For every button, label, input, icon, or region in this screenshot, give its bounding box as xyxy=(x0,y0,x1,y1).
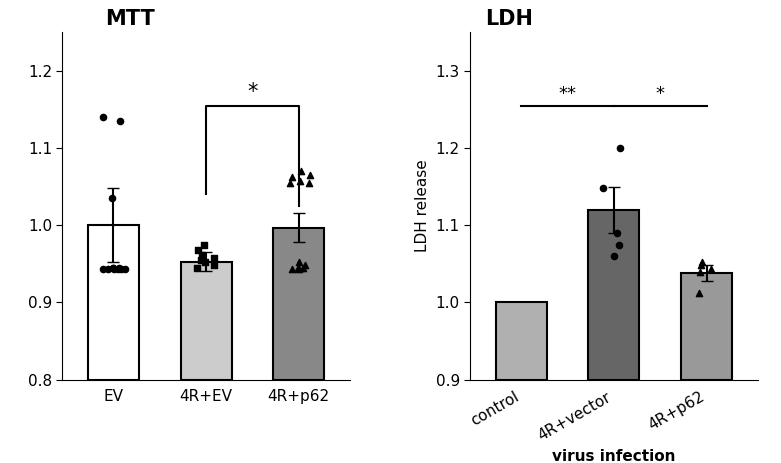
Point xyxy=(112,265,124,272)
Bar xyxy=(588,210,640,380)
Point xyxy=(198,241,210,248)
Point xyxy=(597,185,609,192)
Point xyxy=(97,113,109,121)
Point xyxy=(105,194,118,202)
Point xyxy=(119,265,131,272)
Point xyxy=(112,264,125,271)
Point xyxy=(208,254,220,262)
Point xyxy=(694,268,707,275)
Point xyxy=(102,265,114,272)
Point xyxy=(192,246,205,254)
Point xyxy=(613,241,626,248)
Point xyxy=(285,265,298,272)
Bar xyxy=(273,228,324,380)
Bar xyxy=(88,225,139,380)
Point xyxy=(97,265,109,272)
Point xyxy=(295,168,308,175)
Point xyxy=(115,265,127,272)
Text: *: * xyxy=(656,85,665,103)
Point xyxy=(614,144,626,152)
Text: **: ** xyxy=(558,85,576,103)
Point xyxy=(108,265,120,272)
Point xyxy=(284,179,296,187)
Point xyxy=(199,259,212,266)
Y-axis label: LDH release: LDH release xyxy=(415,160,430,252)
Bar xyxy=(496,302,547,380)
Text: *: * xyxy=(248,82,258,102)
Point xyxy=(705,265,718,272)
Text: MTT: MTT xyxy=(105,9,155,30)
Point xyxy=(695,259,708,266)
Point xyxy=(611,229,623,237)
X-axis label: virus infection: virus infection xyxy=(552,449,676,463)
Point xyxy=(303,171,316,179)
Point xyxy=(298,262,311,269)
Point xyxy=(695,262,708,269)
Point xyxy=(196,251,209,258)
Point xyxy=(292,264,305,271)
Bar xyxy=(681,273,732,380)
Point xyxy=(208,262,220,269)
Point xyxy=(302,179,315,187)
Point xyxy=(293,259,305,266)
Point xyxy=(107,264,119,271)
Text: LDH: LDH xyxy=(485,9,533,30)
Point xyxy=(297,264,309,271)
Point xyxy=(114,118,127,125)
Point xyxy=(191,264,204,271)
Point xyxy=(608,252,620,260)
Bar xyxy=(180,262,232,380)
Point xyxy=(292,265,305,272)
Point xyxy=(286,174,298,181)
Point xyxy=(194,257,207,264)
Point xyxy=(693,289,705,297)
Point xyxy=(294,177,306,184)
Point xyxy=(107,264,119,271)
